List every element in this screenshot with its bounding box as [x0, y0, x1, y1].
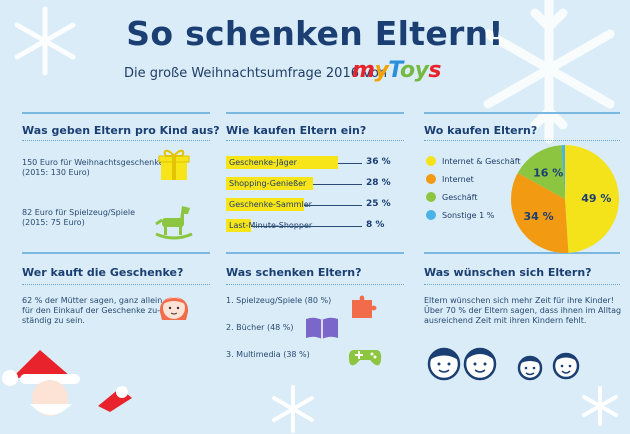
- section-divider-top-right: [424, 112, 620, 114]
- santa-decoration: [2, 350, 132, 416]
- bar-chart-title: Wie kaufen Eltern ein?: [226, 124, 367, 137]
- page-title: So schenken Eltern!: [126, 14, 504, 53]
- bar-value-2: 25 %: [366, 199, 391, 209]
- bar-chart-underline: [226, 140, 404, 141]
- book-icon: [306, 317, 338, 339]
- gifts-item-1: 1. Spielzeug/Spiele (80 %): [226, 296, 332, 305]
- pie-slice-label-1: 34 %: [523, 210, 553, 223]
- buyer-question: Wer kauft die Geschenke?: [22, 266, 184, 279]
- bar-leader-2: [303, 205, 362, 206]
- bar-value-3: 8 %: [366, 220, 385, 230]
- bar-3: [226, 219, 251, 232]
- snowflake-decoration-bottom-right: [582, 386, 618, 426]
- budget-item-2: 82 Euro für Spielzeug/Spiele (2015: 75 Eu…: [22, 208, 136, 227]
- bar-label-0: Geschenke-Jäger: [229, 158, 297, 167]
- wishes-question: Was wünschen sich Eltern?: [424, 266, 592, 279]
- legend-label-0: Internet & Geschäft: [442, 157, 521, 166]
- bar-value-1: 28 %: [366, 178, 391, 188]
- budget-item-1: 150 Euro für Weihnachtsgeschenke (2015: 1…: [22, 158, 164, 177]
- gifts-underline: [226, 284, 404, 285]
- family-faces-icon: [427, 347, 580, 381]
- bar-value-0: 36 %: [366, 157, 391, 167]
- pie-slice-label-2: 16 %: [533, 167, 563, 180]
- section-divider-top-mid: [226, 112, 404, 114]
- buyer-text: 62 % der Mütter sagen, ganz allein für de…: [22, 296, 163, 325]
- gift-icon: [158, 149, 190, 180]
- gamepad-icon: [348, 350, 382, 366]
- wishes-text: Eltern wünschen sich mehr Zeit für ihre …: [424, 296, 622, 325]
- puzzle-icon: [352, 295, 377, 318]
- bar-0: [226, 156, 338, 169]
- rocking-horse-icon: [155, 206, 193, 240]
- buyer-underline: [22, 284, 210, 285]
- legend-label-1: Internet: [442, 175, 474, 184]
- legend-swatch-0: [426, 156, 436, 166]
- budget-question: Was geben Eltern pro Kind aus?: [22, 124, 220, 137]
- gifts-question: Was schenken Eltern?: [226, 266, 362, 279]
- gifts-item-3: 3. Multimedia (38 %): [226, 350, 310, 359]
- legend-swatch-1: [426, 174, 436, 184]
- pie-chart-title: Wo kaufen Eltern?: [424, 124, 538, 137]
- section-divider-mid-mid: [226, 252, 404, 254]
- section-divider-mid-left: [22, 252, 210, 254]
- section-divider-mid-right: [424, 252, 620, 254]
- page-subtitle: Die große Weihnachtsumfrage 2016 von: [124, 66, 388, 81]
- bar-2: [226, 198, 304, 211]
- pie-slice-label-0: 49 %: [581, 192, 611, 205]
- bar-label-3: Last-Minute-Shopper: [229, 221, 313, 230]
- budget-underline: [22, 140, 210, 141]
- bar-leader-1: [312, 184, 362, 185]
- legend-label-2: Geschäft: [442, 193, 478, 202]
- bar-label-2: Geschenke-Sammler: [229, 200, 312, 209]
- snowflake-decoration-left: [14, 6, 76, 76]
- pie-slice-0: [565, 145, 619, 253]
- mytoys-logo: myToys: [352, 58, 442, 83]
- pie-chart-underline: [424, 140, 620, 141]
- mother-face-icon: [159, 297, 189, 320]
- bar-leader-3: [250, 226, 362, 227]
- bar-label-1: Shopping-Genießer: [229, 179, 307, 188]
- bar-leader-0: [337, 163, 362, 164]
- pie-slice-1: [511, 172, 569, 253]
- snowflake-decoration-bottom: [272, 385, 314, 433]
- pie-slice-3: [561, 145, 565, 199]
- section-divider-top-left: [22, 112, 210, 114]
- pie-slice-2: [517, 145, 565, 199]
- legend-swatch-3: [426, 210, 436, 220]
- wishes-underline: [424, 284, 620, 285]
- bar-1: [226, 177, 313, 190]
- pie-chart: 49 % 34 % 16 %: [511, 145, 619, 253]
- legend-swatch-2: [426, 192, 436, 202]
- gifts-item-2: 2. Bücher (48 %): [226, 323, 294, 332]
- legend-label-3: Sonstige 1 %: [442, 211, 495, 220]
